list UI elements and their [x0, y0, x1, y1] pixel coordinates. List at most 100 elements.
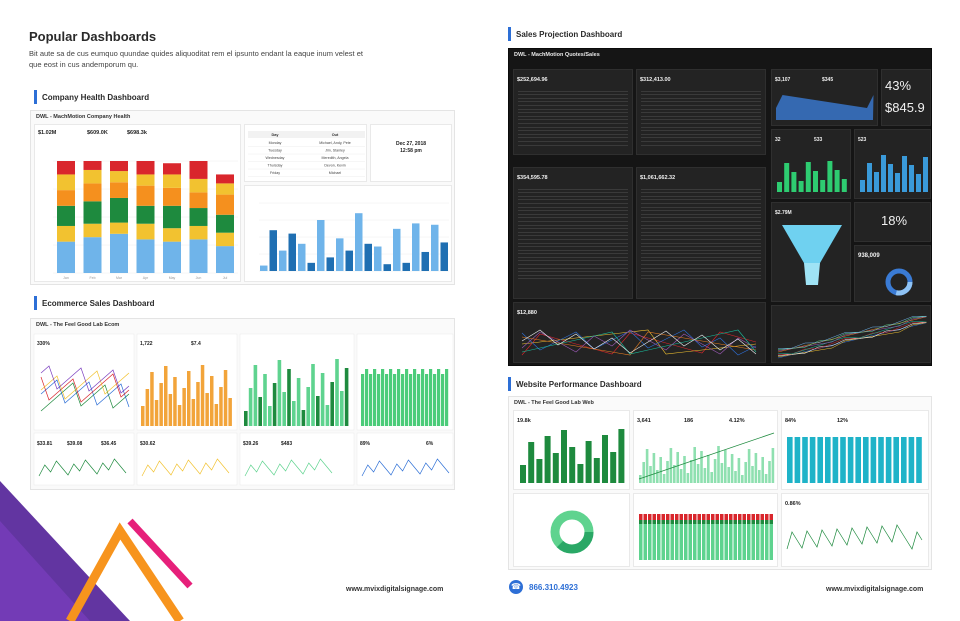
bar-segment [648, 520, 652, 524]
product-quotes-table [518, 186, 628, 280]
table-row [641, 190, 761, 194]
phone-number[interactable]: 866.310.4923 [529, 582, 578, 592]
bar [307, 262, 315, 271]
table-row [518, 106, 628, 110]
bar-segment [729, 520, 733, 524]
bar-segment [738, 514, 742, 560]
bar [700, 451, 703, 483]
bar [802, 437, 808, 483]
bar-segment [747, 514, 751, 520]
table-row [641, 215, 761, 219]
clock-time: 12:58 pm [400, 148, 422, 154]
bar-segment [639, 520, 643, 524]
bar [909, 165, 914, 192]
table-row [641, 102, 761, 106]
widget-panel [33, 432, 135, 486]
kpi-value: 0.86% [785, 501, 801, 507]
bar [401, 374, 405, 426]
bar [440, 242, 448, 271]
table-row [518, 265, 628, 269]
table-row [518, 142, 628, 146]
table-row [641, 92, 761, 96]
table-row [518, 138, 628, 142]
bar [881, 155, 886, 192]
bar [686, 473, 690, 483]
bar [720, 463, 724, 483]
kpi-value: $33.81 [37, 441, 53, 447]
stacked-bar-segment [189, 192, 208, 209]
bar-segment [693, 514, 697, 520]
bar [696, 464, 700, 483]
bar [813, 171, 818, 192]
bar [298, 243, 306, 271]
table-row [518, 211, 628, 215]
ecommerce-widgets: 330% 1,722 $7.4 $33.81 $39.08 $36.45 $30.62 $39… [33, 333, 454, 486]
bar [878, 437, 884, 483]
bar [855, 437, 861, 483]
bar-segment [679, 514, 683, 520]
kpi-value: $354,595.78 [517, 175, 548, 181]
bar [552, 453, 559, 483]
clock-panel: Dec 27, 2018 12:58 pm [370, 124, 452, 182]
bar-segment [751, 520, 755, 524]
bar [744, 462, 747, 483]
x-tick-label: May [169, 276, 176, 280]
bar-segment [657, 514, 661, 520]
bar [885, 437, 892, 483]
kpi-value: $1,061,662.32 [640, 175, 676, 181]
bar-segment [729, 514, 733, 560]
kpi-value: 12% [837, 418, 849, 424]
bar [277, 360, 282, 426]
bar-segment [720, 514, 724, 560]
bar [260, 265, 268, 271]
bar [758, 470, 761, 483]
bar [412, 223, 420, 271]
bar-segment [675, 514, 679, 520]
bar [771, 448, 775, 483]
donut-chart [885, 268, 913, 296]
stacked-bar-segment [110, 233, 128, 273]
stacked-bar-segment [83, 169, 102, 184]
footer-url[interactable]: www.mvixdigitalsignage.com [346, 586, 444, 593]
bar [817, 437, 823, 483]
bar [320, 373, 325, 426]
clock-date: Dec 27, 2018 [395, 141, 427, 147]
bar [847, 437, 854, 483]
bar [642, 462, 645, 483]
table-row [518, 200, 628, 204]
stacked-bar-segment [163, 187, 181, 206]
bar-segment [711, 514, 715, 560]
bar [345, 250, 353, 271]
multi-line-chart [777, 315, 927, 359]
kpi-value: $1.02M [38, 130, 57, 136]
bar-segment [666, 520, 670, 524]
bar-segment [706, 520, 710, 524]
table-row [518, 124, 628, 128]
bar-segment [715, 514, 719, 520]
bar [805, 162, 811, 192]
stacked-bar-segment [57, 190, 75, 206]
series-line [361, 458, 450, 477]
bar [707, 455, 710, 483]
trend-line [638, 432, 775, 480]
bar-segment [742, 514, 746, 560]
kpi-value: 533 [814, 137, 823, 143]
bar-segment [661, 520, 665, 524]
phone-contact[interactable]: ☎ 866.310.4923 [509, 580, 578, 594]
x-tick-label: Mar [116, 276, 123, 280]
table-row [641, 208, 761, 212]
footer-url[interactable]: www.mvixdigitalsignage.com [826, 586, 924, 593]
stacked-bar-segment [163, 174, 181, 188]
bar [727, 467, 730, 483]
bar [413, 369, 417, 426]
multi-line-panel [771, 305, 931, 363]
bar-segment [697, 514, 701, 520]
table-row [641, 236, 761, 240]
bar [296, 378, 301, 426]
bar [421, 369, 425, 426]
bar [150, 372, 154, 426]
bar [306, 387, 310, 426]
table-row [641, 247, 761, 251]
bar-segment [702, 514, 706, 560]
bar [196, 382, 200, 426]
